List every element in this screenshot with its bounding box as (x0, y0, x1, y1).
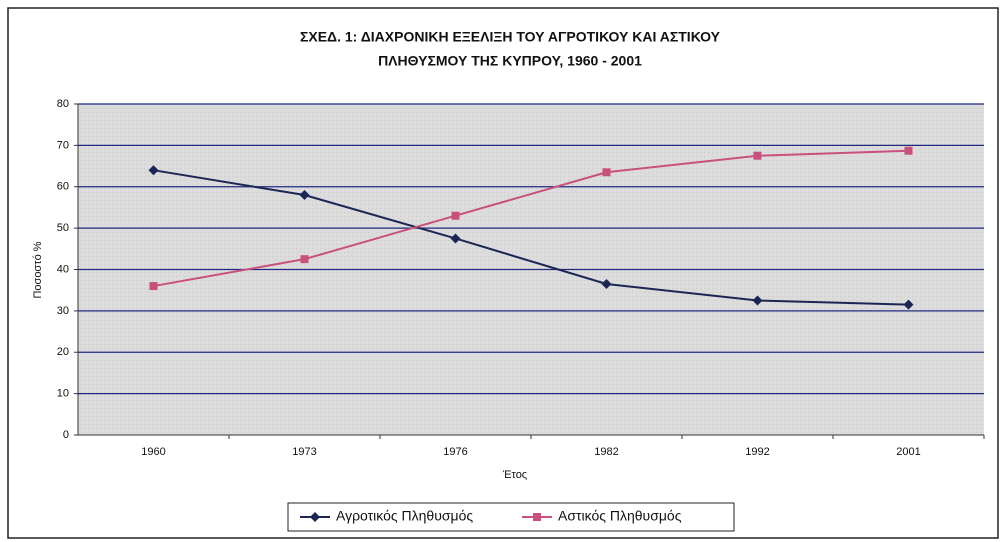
point (904, 146, 913, 155)
x-tick-label: 2001 (896, 446, 920, 458)
point (753, 151, 762, 160)
x-tick-label: 1976 (443, 446, 467, 458)
x-tick-label: 1973 (292, 446, 316, 458)
point (903, 299, 914, 310)
point (299, 190, 310, 201)
series-line (153, 169, 909, 306)
legend-box (287, 502, 735, 532)
point (300, 255, 309, 264)
point (148, 165, 159, 176)
y-tick-label: 50 (57, 222, 69, 234)
y-tick-label: 10 (57, 388, 69, 400)
legend-label: Αγροτικός Πληθυσμός (336, 508, 473, 524)
chart-title: ΠΛΗΘΥΣΜΟΥ ΤΗΣ ΚΥΠΡΟΥ, 1960 - 2001 (378, 53, 642, 69)
point (602, 168, 611, 177)
legend-marker (310, 512, 320, 522)
point (601, 278, 612, 289)
y-tick-label: 60 (57, 181, 69, 193)
x-tick-label: 1960 (141, 446, 165, 458)
y-tick-label: 0 (63, 429, 69, 441)
x-tick-label: 1992 (745, 446, 769, 458)
point (149, 282, 158, 291)
y-tick-label: 40 (57, 263, 69, 275)
legend-marker (533, 513, 541, 521)
y-tick-label: 20 (57, 346, 69, 358)
point (451, 211, 460, 220)
series-line (153, 149, 909, 288)
legend-label: Αστικός Πληθυσμός (558, 508, 682, 524)
y-axis-label: Ποσοστό % (32, 241, 44, 298)
y-tick-label: 70 (57, 139, 69, 151)
point (752, 295, 763, 306)
point (450, 233, 461, 244)
x-tick-label: 1982 (594, 446, 618, 458)
chart-title: ΣΧΕΔ. 1: ΔΙΑΧΡΟΝΙΚΗ ΕΞΕΛΙΞΗ ΤΟΥ ΑΓΡΟΤΙΚΟ… (300, 29, 721, 45)
y-tick-label: 30 (57, 305, 69, 317)
y-tick-label: 80 (57, 98, 69, 110)
x-axis-label: Έτος (502, 469, 527, 481)
